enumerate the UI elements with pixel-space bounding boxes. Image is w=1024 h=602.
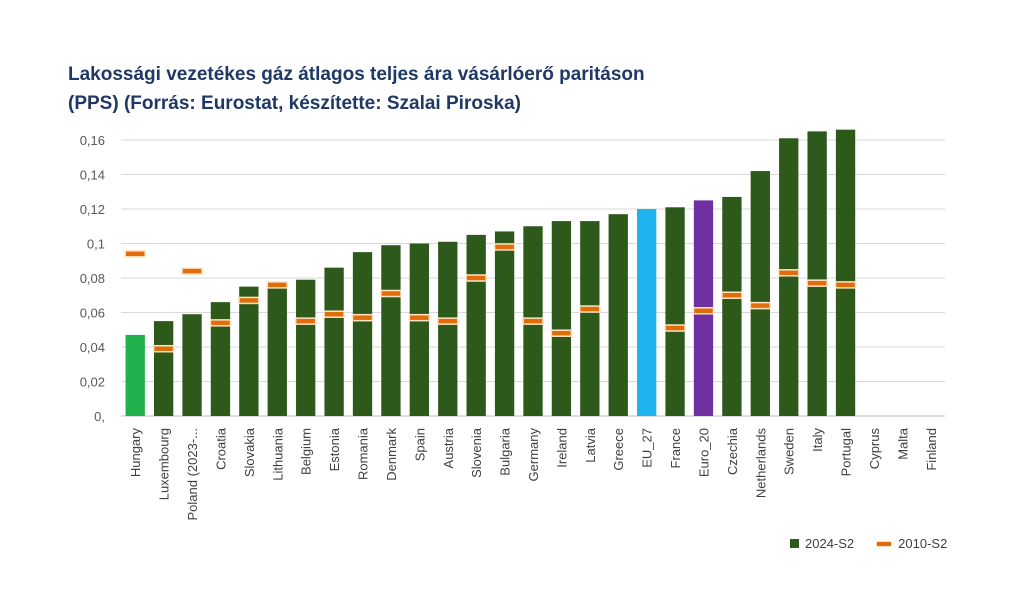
bar xyxy=(551,221,572,416)
bar xyxy=(438,241,458,416)
bar xyxy=(409,243,430,416)
marker-2010 xyxy=(806,279,828,287)
bar xyxy=(352,252,373,416)
marker-2010 xyxy=(493,243,516,251)
bar xyxy=(779,138,799,416)
y-tick-label: 0,02 xyxy=(80,375,105,390)
bar xyxy=(182,314,202,416)
marker-2010 xyxy=(721,291,743,299)
marker-2010 xyxy=(777,269,800,277)
category-label: Croatia xyxy=(213,427,228,470)
marker-2010 xyxy=(181,267,203,275)
marker-2010 xyxy=(266,281,289,289)
y-tick-label: 0,12 xyxy=(80,202,105,217)
marker-2010 xyxy=(579,305,601,313)
category-label: Lithuania xyxy=(270,427,285,481)
bar xyxy=(494,231,515,416)
y-tick-label: 0, xyxy=(94,409,105,424)
category-label: Spain xyxy=(412,428,427,461)
legend-item-2010: 2010-S2 xyxy=(876,536,947,551)
category-label: Estonia xyxy=(327,427,342,471)
y-tick-label: 0,04 xyxy=(80,340,105,355)
marker-2010 xyxy=(408,313,431,322)
chart-title-line-1: Lakossági vezetékes gáz átlagos teljes á… xyxy=(68,64,645,85)
category-label: Poland (2023-... xyxy=(185,428,200,521)
y-tick-label: 0,08 xyxy=(80,271,105,286)
category-label: France xyxy=(668,428,683,468)
category-label: Denmark xyxy=(384,428,399,481)
marker-2010 xyxy=(550,329,573,337)
bar xyxy=(210,302,231,416)
legend-swatch-2010 xyxy=(876,540,893,547)
bar xyxy=(665,207,685,416)
bar xyxy=(608,214,628,416)
marker-2010 xyxy=(152,344,175,353)
marker-2010 xyxy=(294,317,317,325)
category-label: Sweden xyxy=(782,428,797,475)
marker-2010 xyxy=(692,307,715,315)
bar xyxy=(296,279,316,416)
bar xyxy=(125,334,145,416)
category-label: Czechia xyxy=(725,427,740,475)
marker-2010 xyxy=(522,317,544,325)
marker-2010 xyxy=(834,281,857,289)
marker-2010 xyxy=(323,310,345,318)
category-label: Germany xyxy=(526,428,541,482)
marker-2010 xyxy=(351,313,374,322)
category-label: Romania xyxy=(356,427,371,480)
category-label: Latvia xyxy=(583,427,598,462)
category-label: Bulgaria xyxy=(498,427,513,475)
category-label: Euro_20 xyxy=(696,428,711,477)
category-label: EU_27 xyxy=(640,428,655,468)
category-label: Belgium xyxy=(299,428,314,475)
marker-2010 xyxy=(465,274,487,282)
bar xyxy=(807,131,827,416)
y-tick-label: 0,06 xyxy=(80,306,105,321)
category-label: Finland xyxy=(924,428,939,471)
bar xyxy=(750,171,770,416)
category-label: Malta xyxy=(895,427,910,460)
category-label: Netherlands xyxy=(753,428,768,499)
bar xyxy=(324,267,344,416)
legend-swatch-2024 xyxy=(790,539,799,548)
bar xyxy=(153,321,174,416)
category-label: Austria xyxy=(441,427,456,468)
bar xyxy=(722,196,742,416)
y-tick-label: 0,16 xyxy=(80,133,105,148)
y-tick-label: 0,1 xyxy=(87,237,105,252)
marker-2010 xyxy=(124,250,146,258)
bar xyxy=(636,209,657,416)
category-label: Greece xyxy=(611,428,626,471)
chart-title: Lakossági vezetékes gáz átlagos teljes á… xyxy=(68,60,968,118)
marker-2010 xyxy=(437,317,459,325)
category-label: Cyprus xyxy=(867,428,882,470)
category-label: Ireland xyxy=(554,428,569,468)
marker-2010 xyxy=(664,324,686,332)
category-label: Portugal xyxy=(839,428,854,477)
bar xyxy=(466,234,486,416)
bar xyxy=(580,221,600,416)
bar xyxy=(835,129,856,416)
category-label: Hungary xyxy=(128,428,143,478)
legend-label-2024: 2024-S2 xyxy=(805,536,855,551)
legend-label-2010: 2010-S2 xyxy=(898,536,948,551)
category-label: Italy xyxy=(810,428,825,452)
legend: 2024-S2 2010-S2 xyxy=(790,536,947,551)
y-tick-label: 0,14 xyxy=(80,168,105,183)
bar xyxy=(239,286,259,416)
marker-2010 xyxy=(209,319,232,327)
marker-2010 xyxy=(238,296,260,305)
marker-2010 xyxy=(380,289,402,298)
legend-item-2024: 2024-S2 xyxy=(790,536,854,551)
bar xyxy=(267,283,287,416)
category-label: Slovenia xyxy=(469,427,484,478)
marker-2010 xyxy=(749,301,772,310)
category-label: Luxembourg xyxy=(157,428,172,500)
chart-title-line-2: (PPS) (Forrás: Eurostat, készítette: Sza… xyxy=(68,93,521,114)
category-label: Slovakia xyxy=(242,427,257,477)
bar xyxy=(381,245,401,416)
